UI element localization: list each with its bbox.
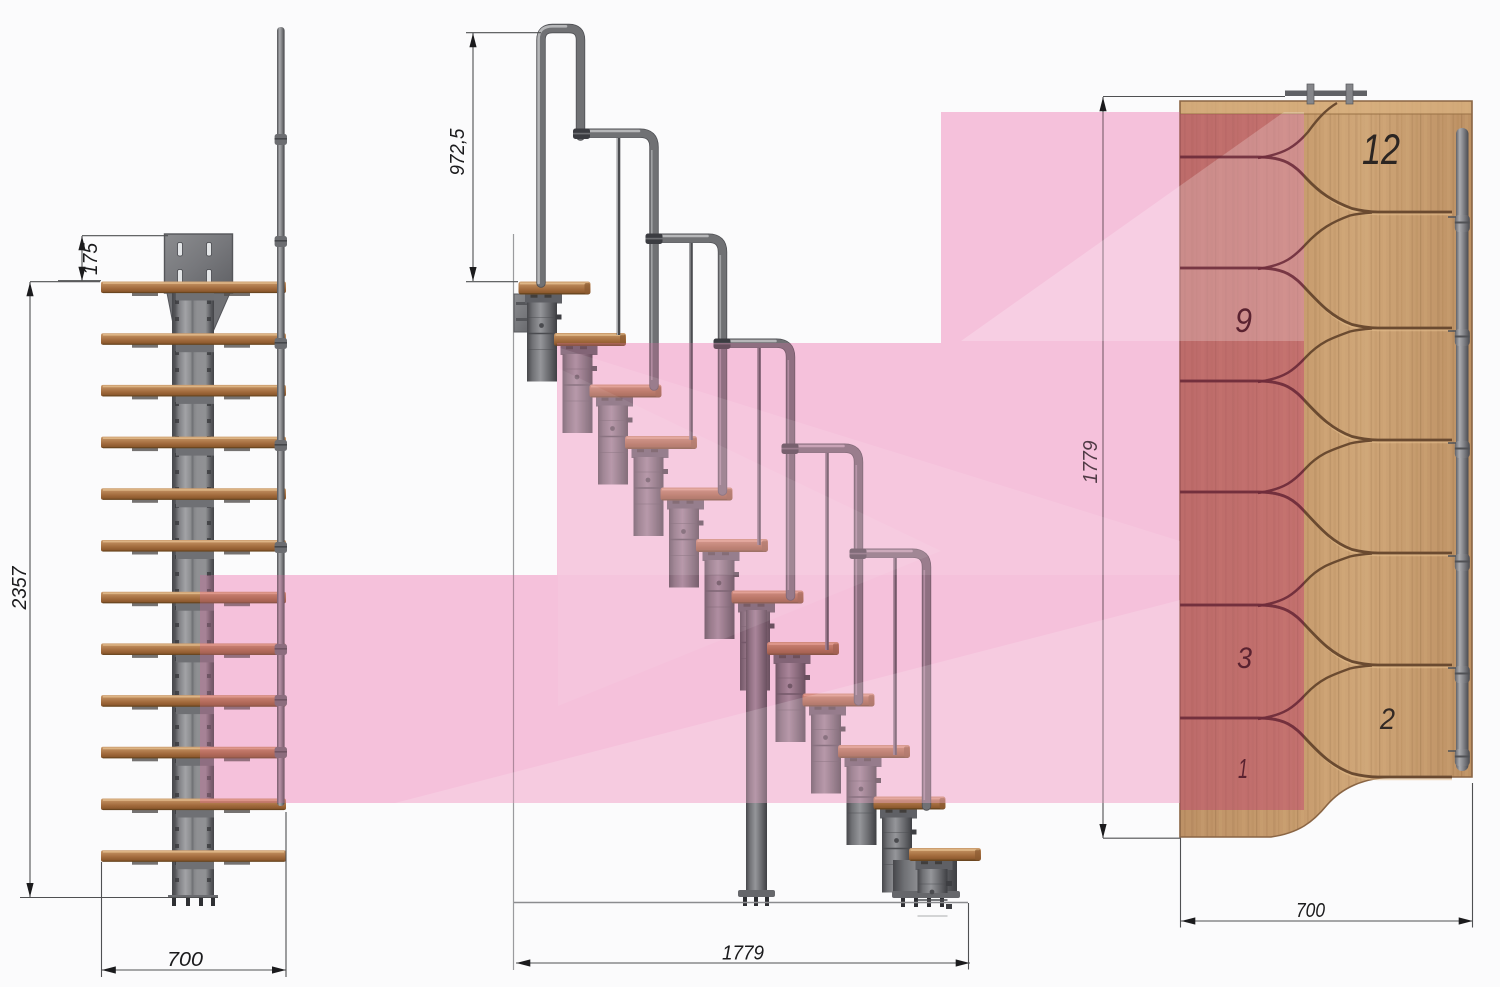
svg-text:1: 1 <box>1238 753 1248 784</box>
svg-text:1779: 1779 <box>722 943 764 965</box>
svg-text:2357: 2357 <box>9 566 31 611</box>
svg-text:972,5: 972,5 <box>447 128 469 176</box>
svg-text:700: 700 <box>1296 900 1325 922</box>
svg-text:9: 9 <box>1235 302 1252 340</box>
svg-text:175: 175 <box>80 242 102 275</box>
svg-text:2: 2 <box>1379 703 1395 736</box>
svg-text:12: 12 <box>1362 126 1400 174</box>
svg-text:3: 3 <box>1237 642 1252 675</box>
svg-text:700: 700 <box>167 949 203 971</box>
